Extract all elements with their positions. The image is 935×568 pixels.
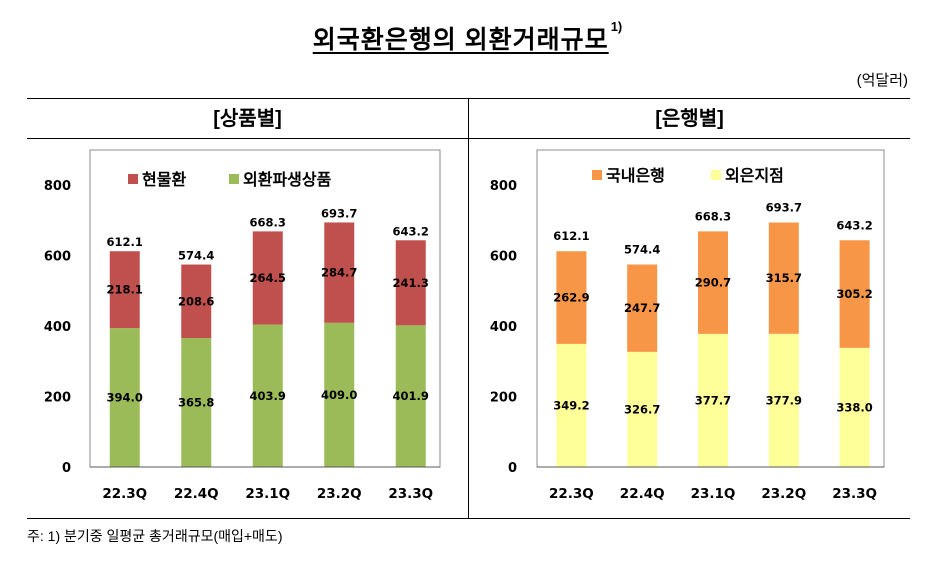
y-tick-label: 400 bbox=[44, 320, 71, 335]
bar-segment bbox=[698, 333, 728, 467]
bar-total-label: 643.2 bbox=[836, 218, 872, 232]
bar-segment bbox=[556, 251, 587, 344]
chart-products: 0 200 400 600 800 394.0 218.1 612.1 22.3Q 365.8 20… bbox=[44, 149, 441, 502]
x-tick-label: 23.2Q bbox=[317, 486, 362, 502]
x-tick-label: 23.2Q bbox=[761, 486, 806, 502]
bar-segment bbox=[395, 240, 426, 326]
segment-value-label: 365.8 bbox=[178, 396, 214, 410]
x-tick-label: 22.3Q bbox=[102, 486, 147, 502]
x-tick-label: 22.4Q bbox=[174, 486, 219, 502]
segment-value-label: 305.2 bbox=[836, 287, 872, 301]
table-bottom-rule bbox=[27, 518, 910, 519]
y-tick-label: 800 bbox=[490, 179, 517, 194]
bar-total-label: 693.7 bbox=[321, 206, 357, 220]
bar-total-label: 612.1 bbox=[107, 235, 143, 249]
x-tick-label: 23.3Q bbox=[388, 486, 433, 502]
panel-divider bbox=[468, 98, 469, 518]
bar-segment bbox=[181, 338, 212, 467]
segment-value-label: 290.7 bbox=[695, 276, 731, 290]
segment-value-label: 401.9 bbox=[393, 389, 429, 403]
y-tick-label: 200 bbox=[490, 391, 517, 406]
title-text: 외국환은행의 외환거래규모 bbox=[312, 26, 609, 54]
y-tick-label: 0 bbox=[508, 461, 517, 476]
panel-header-banks: [은행별] bbox=[655, 108, 724, 130]
segment-value-label: 262.9 bbox=[553, 291, 589, 305]
segment-value-label: 377.9 bbox=[766, 393, 802, 407]
segment-value-label: 247.7 bbox=[624, 301, 660, 315]
legend-swatch bbox=[229, 174, 239, 184]
x-tick-label: 23.1Q bbox=[245, 486, 290, 502]
segment-value-label: 349.2 bbox=[553, 398, 589, 412]
bar-segment bbox=[768, 333, 799, 467]
x-tick-label: 23.1Q bbox=[691, 486, 736, 502]
bar-segment bbox=[324, 222, 355, 323]
segment-value-label: 403.9 bbox=[250, 389, 286, 403]
x-tick-label: 22.3Q bbox=[549, 486, 594, 502]
segment-value-label: 377.7 bbox=[695, 393, 731, 407]
legend-label: 외은지점 bbox=[725, 166, 784, 185]
footnote: 주: 1) 분기중 일평균 총거래규모(매입+매도) bbox=[27, 528, 283, 544]
bar-total-label: 612.1 bbox=[553, 229, 589, 243]
x-tick-label: 22.4Q bbox=[620, 486, 665, 502]
bar-segment bbox=[839, 347, 870, 467]
bar-total-label: 574.4 bbox=[624, 243, 660, 257]
segment-value-label: 315.7 bbox=[766, 271, 802, 285]
bar-segment bbox=[109, 328, 140, 467]
y-tick-label: 800 bbox=[44, 179, 71, 194]
y-tick-label: 600 bbox=[44, 250, 71, 265]
bar-segment bbox=[324, 322, 355, 467]
bar-segment bbox=[252, 324, 283, 467]
segment-value-label: 264.5 bbox=[250, 271, 286, 285]
bar-segment bbox=[627, 264, 658, 352]
y-tick-label: 600 bbox=[490, 250, 517, 265]
bar-segment bbox=[768, 222, 799, 334]
bar-segment bbox=[109, 251, 140, 329]
bar-segment bbox=[839, 240, 870, 348]
legend-label: 현물환 bbox=[142, 170, 186, 189]
legend-swatch bbox=[128, 174, 138, 184]
bar-total-label: 574.4 bbox=[178, 249, 214, 263]
segment-value-label: 338.0 bbox=[836, 400, 872, 414]
bar-segment bbox=[698, 231, 728, 334]
segment-value-label: 394.0 bbox=[107, 391, 143, 405]
bar-total-label: 668.3 bbox=[695, 209, 731, 223]
bar-total-label: 693.7 bbox=[766, 201, 802, 215]
y-tick-label: 200 bbox=[44, 391, 71, 406]
x-tick-label: 23.3Q bbox=[832, 486, 877, 502]
y-tick-label: 0 bbox=[62, 461, 71, 476]
y-tick-label: 400 bbox=[490, 320, 517, 335]
legend-swatch bbox=[711, 170, 721, 180]
legend-label: 외환파생상품 bbox=[243, 171, 332, 189]
legend-label: 국내은행 bbox=[606, 167, 665, 185]
bar-segment bbox=[252, 231, 283, 325]
legend-swatch bbox=[592, 170, 602, 180]
unit-label: (억달러) bbox=[856, 72, 908, 89]
segment-value-label: 208.6 bbox=[178, 294, 214, 308]
panel-header-products: [상품별] bbox=[213, 108, 282, 130]
bar-total-label: 643.2 bbox=[393, 224, 429, 238]
segment-value-label: 326.7 bbox=[624, 402, 660, 416]
bar-segment bbox=[627, 351, 658, 467]
segment-value-label: 241.3 bbox=[393, 276, 429, 290]
report-title: 외국환은행의 외환거래규모 1) bbox=[0, 19, 935, 58]
chart-banks: 0 200 400 600 800 349.2 262.9 612.1 22.3Q 326.7 24… bbox=[490, 149, 885, 502]
bar-segment bbox=[395, 325, 426, 467]
title-footnote-mark: 1) bbox=[610, 19, 623, 34]
segment-value-label: 409.0 bbox=[321, 388, 357, 402]
bar-segment bbox=[181, 264, 212, 339]
segment-value-label: 284.7 bbox=[321, 266, 357, 280]
bar-total-label: 668.3 bbox=[250, 215, 286, 229]
segment-value-label: 218.1 bbox=[107, 283, 143, 297]
bar-segment bbox=[556, 343, 587, 467]
